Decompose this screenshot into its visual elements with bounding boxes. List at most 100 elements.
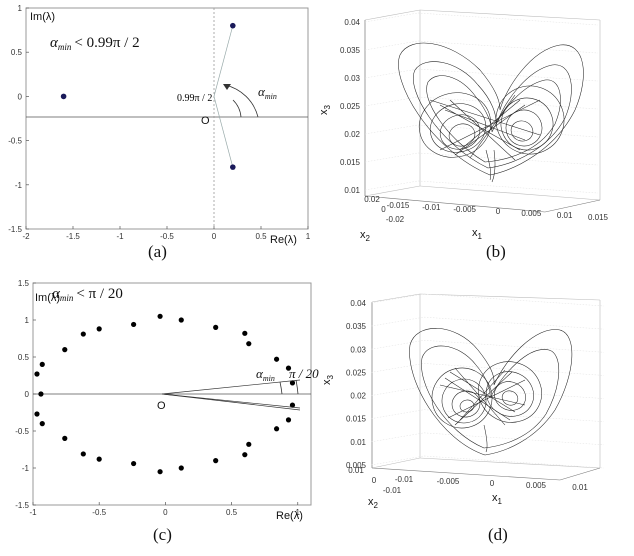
panel-b-x1-tick-label: 0.015 <box>588 213 609 222</box>
panel-b-x2-tick-label: 0 <box>381 205 386 214</box>
panel-d-grid-line <box>423 432 605 446</box>
panel-b-grid-line <box>417 40 599 54</box>
panel-b-grid-line <box>417 180 599 194</box>
panel-d-grid-line <box>370 386 425 396</box>
panel-c-eigenvalue-point <box>273 426 280 432</box>
panel-c-ylabel: Im(λ) <box>35 292 60 304</box>
panel-c-eigenvalue-point <box>39 421 45 427</box>
panel-a-xtick-label: -2 <box>22 232 30 241</box>
panel-c-xtick-label: -0.5 <box>92 508 106 517</box>
panel-b-grid <box>364 12 599 194</box>
panel-c-condition: αmin < π / 20 <box>52 286 123 303</box>
panel-c-eigenvalue-point <box>289 380 296 386</box>
panel-d-loop-2 <box>421 345 560 449</box>
panel-a-ticks: -2 -1.5 -1 -0.5 0 0.5 1-1.5-1-0.500.51 <box>8 4 311 241</box>
panel-b-grid-line <box>364 152 419 163</box>
panel-d-ticks: 0.0050.010.0150.020.0250.030.0350.04-0.0… <box>346 299 588 495</box>
panel-a-ytick-label: 0 <box>18 92 23 101</box>
panel-b-grid-line <box>364 180 419 191</box>
panel-d-xlabel: x1 <box>492 492 503 506</box>
panel-c-eigenvalue-point <box>80 331 86 337</box>
panel-d-grid-line <box>370 316 425 327</box>
panel-b-xlabel: x1 <box>472 227 483 241</box>
panel-c-ytick-label: -1.5 <box>15 501 29 510</box>
panel-b-x1-tick-label: -0.01 <box>422 203 441 212</box>
panel-a-caption: (a) <box>148 242 167 261</box>
panel-b-ylabel: x3 <box>318 105 332 116</box>
panel-a-eigenvalue-point <box>230 164 236 170</box>
panel-d-x3-tick-label: 0.02 <box>350 392 366 401</box>
panel-c-ray-lower-2 <box>161 393 301 411</box>
panel-c-ytick-label: 0.5 <box>18 353 30 362</box>
panel-c-angle-arc <box>279 381 283 395</box>
panel-d-x1-tick-label: 0.01 <box>572 483 588 492</box>
panel-d-zlabel: x2 <box>368 496 379 510</box>
panel-b-cross-strands <box>429 94 541 161</box>
panel-d-x1-tick-label: 0 <box>490 479 495 488</box>
panel-a-ytick-label: 1 <box>18 4 23 13</box>
panel-d-grid-line <box>423 363 605 376</box>
panel-c-ytick-label: -1 <box>22 464 30 473</box>
panel-b-x1-tick-label: -0.005 <box>453 205 476 214</box>
panel-b-outer-loop <box>398 42 584 176</box>
panel-c-eigenvalue-point <box>285 365 292 371</box>
panel-d-x3-tick-label: 0.025 <box>346 368 367 377</box>
panel-b-x3-tick-label: 0.015 <box>340 158 361 167</box>
panel-b-grid-line <box>364 124 419 135</box>
panel-d-grid-line <box>370 455 425 466</box>
panel-c-eigenvalue-point <box>273 356 280 362</box>
panel-b-grid-line <box>417 96 599 110</box>
panel-c-eigenvalue-point <box>213 324 219 330</box>
panel-d-attractor <box>409 328 573 456</box>
panel-a-alpha-sub: min <box>265 92 277 101</box>
panel-d-right-lobe-3 <box>494 381 526 411</box>
panel-b-grid-line <box>364 96 419 107</box>
panel-d-outer-loop <box>409 328 573 456</box>
panel-c-xtick-label: 0.5 <box>226 508 238 517</box>
panel-b-attractor <box>398 42 584 183</box>
panel-b-x1-tick-label: 0.01 <box>557 211 573 220</box>
panel-b-ylabel-text: x <box>318 109 330 115</box>
panel-c-eigenvalue-point <box>178 465 184 471</box>
panel-a-xtick-label: -1.5 <box>66 232 80 241</box>
panel-a-ytick-label: -1 <box>15 181 23 190</box>
panel-d-grid-line <box>370 432 425 443</box>
panel-c-eigenvalue-point <box>80 451 86 457</box>
panel-d-x1-tick-label: -0.005 <box>437 477 460 486</box>
panel-a-xtick-label: -1 <box>116 232 124 241</box>
panel-d-grid-line <box>423 293 605 307</box>
panel-b-right-lobe-1 <box>495 85 565 155</box>
panel-b-x1-tick-label: -0.015 <box>387 201 410 210</box>
panel-d-cross-strands <box>439 367 526 426</box>
panel-c-eigenvalue-point <box>131 321 137 328</box>
panel-d-ylabel-text: x <box>321 379 333 385</box>
panel-a-ylabel: Im(λ) <box>30 11 55 23</box>
panel-c-alpha-sub: min <box>263 374 275 383</box>
panel-a-xtick-label: 0.5 <box>255 232 267 241</box>
panel-b: 0.01 0.015 0.02 0.025 0.03 0.035 0.04 -0.015 -0.… <box>318 9 609 261</box>
panel-c-angle-label: π / 20 <box>289 366 319 381</box>
panel-c-eigenvalue-point <box>34 411 40 417</box>
panel-b-caption: (b) <box>486 242 506 261</box>
panel-c-eigenvalue-point <box>96 326 102 332</box>
panel-d-left-lobe-2 <box>441 378 487 424</box>
panel-c-eigenvalue-point <box>62 347 68 353</box>
panel-b-left-lobe-1 <box>418 92 492 158</box>
panel-d-x2-tick-label: 0.01 <box>348 466 364 475</box>
panel-d: 0.0050.010.0150.020.0250.030.0350.04-0.0… <box>321 293 605 544</box>
panel-d-right-lobe-4 <box>501 390 519 406</box>
panel-b-right-lobe-2 <box>500 97 554 151</box>
panel-a-points <box>60 22 236 170</box>
panel-a-condition-sub: min <box>58 42 72 52</box>
panel-b-x1-tick-label: 0 <box>496 207 501 216</box>
panel-d-x3-tick-label: 0.035 <box>346 322 367 331</box>
panel-c-ray-upper <box>161 379 301 395</box>
panel-a-xtick-label: 1 <box>306 232 311 241</box>
panel-c-eigenvalue-point <box>285 417 292 423</box>
panel-a-condition-rhs: < 0.99π / 2 <box>74 35 139 51</box>
panel-d-left-lobe-1 <box>431 367 493 429</box>
panel-b-zlabel: x2 <box>360 229 371 243</box>
panel-b-left-lobe-2 <box>429 103 487 153</box>
panel-d-grid <box>370 293 605 469</box>
